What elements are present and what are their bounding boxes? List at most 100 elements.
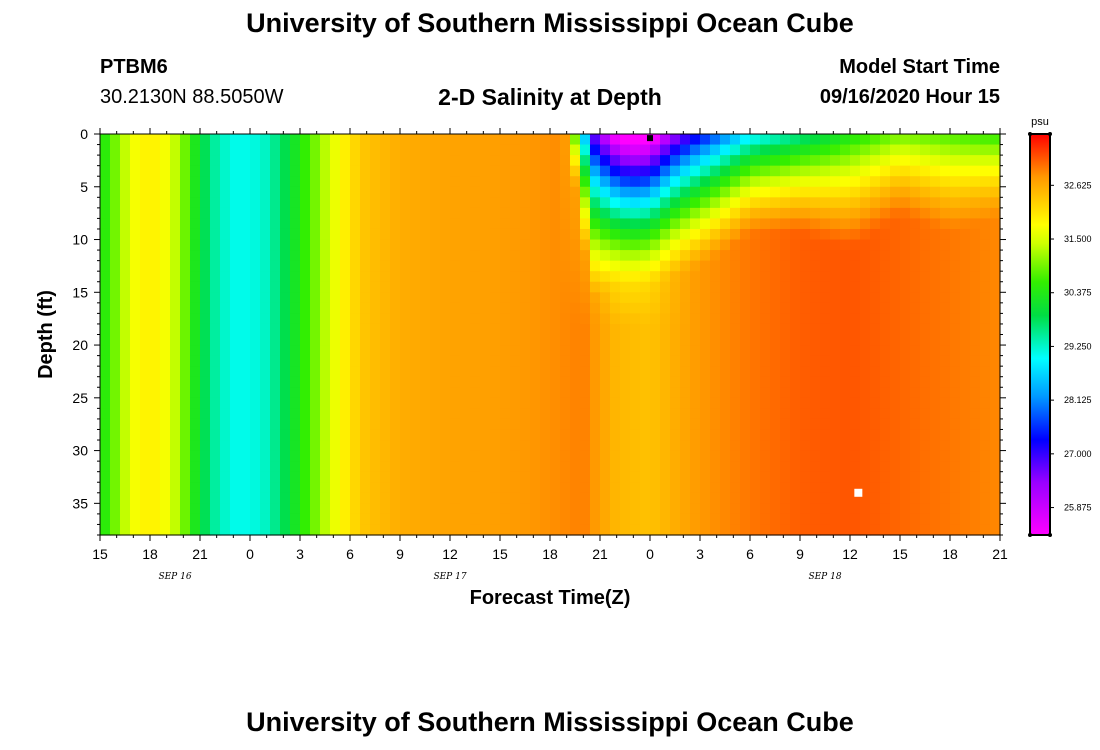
heatmap-cell bbox=[590, 387, 601, 399]
heatmap-cell bbox=[590, 281, 601, 293]
heatmap-cell bbox=[630, 503, 641, 515]
heatmap-cell bbox=[100, 176, 111, 188]
heatmap-cell bbox=[800, 524, 811, 536]
heatmap-cell bbox=[280, 250, 291, 262]
heatmap-cell bbox=[750, 355, 761, 367]
heatmap-cell bbox=[840, 218, 851, 230]
heatmap-cell bbox=[560, 450, 571, 462]
heatmap-cell bbox=[310, 524, 321, 536]
heatmap-cell bbox=[110, 387, 121, 399]
heatmap-cell bbox=[220, 492, 231, 504]
heatmap-cell bbox=[790, 165, 801, 177]
heatmap-cell bbox=[510, 482, 521, 494]
heatmap-cell bbox=[390, 408, 401, 420]
heatmap-cell bbox=[790, 429, 801, 441]
heatmap-cell bbox=[860, 292, 871, 304]
heatmap-cell bbox=[320, 482, 331, 494]
heatmap-cell bbox=[710, 186, 721, 198]
heatmap-cell bbox=[930, 397, 941, 409]
heatmap-cell bbox=[120, 461, 131, 473]
heatmap-cell bbox=[300, 418, 311, 431]
heatmap-cell bbox=[250, 197, 261, 209]
heatmap-cell bbox=[410, 271, 421, 283]
heatmap-cell bbox=[690, 218, 701, 230]
heatmap-cell bbox=[910, 450, 921, 462]
heatmap-cell bbox=[810, 165, 821, 177]
heatmap-cell bbox=[580, 524, 591, 536]
heatmap-cell bbox=[990, 134, 1001, 146]
heatmap-cell bbox=[980, 313, 991, 325]
heatmap-cell bbox=[120, 492, 131, 504]
heatmap-cell bbox=[320, 387, 331, 399]
heatmap-cell bbox=[680, 503, 691, 515]
heatmap-cell bbox=[830, 197, 841, 209]
heatmap-cell bbox=[880, 281, 891, 293]
heatmap-cell bbox=[610, 450, 621, 462]
heatmap-cell bbox=[920, 144, 931, 156]
heatmap-cell bbox=[380, 207, 391, 220]
heatmap-cell bbox=[470, 281, 481, 293]
heatmap-cell bbox=[280, 503, 291, 515]
heatmap-cell bbox=[590, 165, 601, 177]
heatmap-cell bbox=[930, 461, 941, 473]
heatmap-cell bbox=[390, 366, 401, 378]
heatmap-cell bbox=[350, 323, 361, 336]
heatmap-cell bbox=[150, 292, 161, 304]
heatmap-cell bbox=[410, 207, 421, 220]
heatmap-cell bbox=[890, 503, 901, 515]
heatmap-cell bbox=[330, 440, 341, 452]
heatmap-cell bbox=[860, 176, 871, 188]
heatmap-cell bbox=[560, 323, 571, 336]
heatmap-cell bbox=[490, 397, 501, 409]
heatmap-cell bbox=[960, 461, 971, 473]
heatmap-cell bbox=[750, 334, 761, 346]
heatmap-cell bbox=[720, 302, 731, 314]
heatmap-cell bbox=[620, 408, 631, 420]
heatmap-cell bbox=[320, 155, 331, 167]
heatmap-cell bbox=[140, 334, 151, 346]
heatmap-cell bbox=[920, 376, 931, 388]
heatmap-cell bbox=[950, 471, 961, 483]
heatmap-cell bbox=[120, 218, 131, 230]
heatmap-cell bbox=[730, 513, 741, 526]
heatmap-cell bbox=[840, 334, 851, 346]
heatmap-cell bbox=[420, 165, 431, 177]
heatmap-cell bbox=[530, 207, 541, 220]
heatmap-cell bbox=[300, 313, 311, 325]
heatmap-cell bbox=[390, 260, 401, 272]
heatmap-cell bbox=[500, 134, 511, 146]
heatmap-cell bbox=[360, 418, 371, 431]
heatmap-cell bbox=[440, 134, 451, 146]
heatmap-cell bbox=[540, 450, 551, 462]
heatmap-cell bbox=[980, 176, 991, 188]
heatmap-cell bbox=[400, 197, 411, 209]
heatmap-cell bbox=[740, 207, 751, 220]
heatmap-cell bbox=[910, 271, 921, 283]
heatmap-cell bbox=[690, 450, 701, 462]
heatmap-cell bbox=[680, 250, 691, 262]
heatmap-cell bbox=[390, 429, 401, 441]
heatmap-cell bbox=[300, 429, 311, 441]
heatmap-cell bbox=[660, 302, 671, 314]
heatmap-cell bbox=[990, 418, 1001, 431]
heatmap-cell bbox=[740, 471, 751, 483]
heatmap-cell bbox=[690, 197, 701, 209]
heatmap-cell bbox=[320, 228, 331, 241]
heatmap-cell bbox=[540, 492, 551, 504]
heatmap-cell bbox=[170, 250, 181, 262]
heatmap-cell bbox=[730, 197, 741, 209]
heatmap-cell bbox=[200, 408, 211, 420]
heatmap-cell bbox=[880, 440, 891, 452]
heatmap-cell bbox=[430, 492, 441, 504]
heatmap-cell bbox=[780, 397, 791, 409]
heatmap-cell bbox=[390, 440, 401, 452]
heatmap-cell bbox=[400, 186, 411, 198]
heatmap-cell bbox=[210, 134, 221, 146]
heatmap-cell bbox=[370, 323, 381, 336]
heatmap-cell bbox=[930, 292, 941, 304]
heatmap-cell bbox=[490, 197, 501, 209]
heatmap-cell bbox=[580, 429, 591, 441]
heatmap-cell bbox=[270, 345, 281, 357]
heatmap-cell bbox=[480, 176, 491, 188]
heatmap-cell bbox=[790, 503, 801, 515]
